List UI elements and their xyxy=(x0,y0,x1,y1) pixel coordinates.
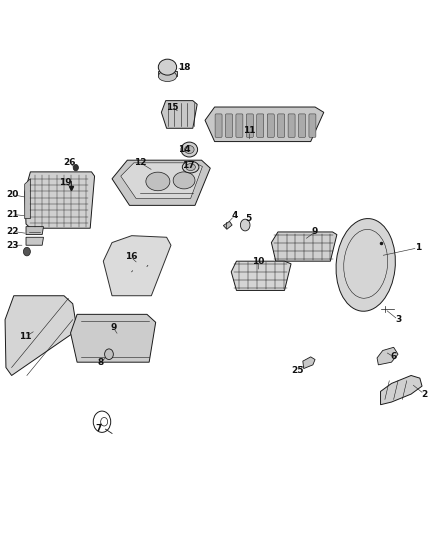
Ellipse shape xyxy=(173,172,195,189)
Text: 6: 6 xyxy=(391,352,397,361)
Text: 10: 10 xyxy=(252,257,265,265)
Text: 17: 17 xyxy=(182,161,195,170)
Circle shape xyxy=(73,165,78,171)
Polygon shape xyxy=(272,232,337,261)
Ellipse shape xyxy=(158,71,177,82)
Polygon shape xyxy=(26,227,43,235)
Text: 26: 26 xyxy=(64,158,76,167)
FancyBboxPatch shape xyxy=(226,114,233,138)
FancyBboxPatch shape xyxy=(278,114,285,138)
Text: 11: 11 xyxy=(19,332,32,341)
Text: 22: 22 xyxy=(7,227,19,236)
Text: 4: 4 xyxy=(231,212,237,221)
FancyBboxPatch shape xyxy=(299,114,305,138)
Ellipse shape xyxy=(181,142,198,157)
Text: 12: 12 xyxy=(134,158,147,167)
Ellipse shape xyxy=(158,59,177,75)
Polygon shape xyxy=(71,314,155,362)
Polygon shape xyxy=(25,179,30,219)
Polygon shape xyxy=(161,101,197,128)
Text: 18: 18 xyxy=(178,63,191,71)
FancyBboxPatch shape xyxy=(236,114,243,138)
Ellipse shape xyxy=(146,172,170,191)
Text: 14: 14 xyxy=(178,145,191,154)
Ellipse shape xyxy=(182,161,199,173)
FancyBboxPatch shape xyxy=(246,114,253,138)
FancyBboxPatch shape xyxy=(257,114,264,138)
Text: 2: 2 xyxy=(421,390,427,399)
Text: 9: 9 xyxy=(312,228,318,237)
Text: 7: 7 xyxy=(96,424,102,433)
Ellipse shape xyxy=(184,146,194,154)
Polygon shape xyxy=(112,160,210,205)
Ellipse shape xyxy=(186,164,195,171)
Polygon shape xyxy=(223,221,232,229)
Polygon shape xyxy=(381,375,422,405)
Text: 8: 8 xyxy=(98,358,104,367)
Ellipse shape xyxy=(336,219,396,311)
Polygon shape xyxy=(121,163,202,198)
Text: 1: 1 xyxy=(414,244,421,253)
Circle shape xyxy=(23,247,30,256)
FancyBboxPatch shape xyxy=(309,114,316,138)
Polygon shape xyxy=(5,296,77,375)
Polygon shape xyxy=(25,172,95,228)
Text: 19: 19 xyxy=(59,178,72,187)
FancyBboxPatch shape xyxy=(215,114,222,138)
Polygon shape xyxy=(303,357,315,368)
Polygon shape xyxy=(26,237,43,245)
Polygon shape xyxy=(103,236,171,296)
Text: 9: 9 xyxy=(110,323,117,332)
Circle shape xyxy=(105,349,113,360)
Text: 23: 23 xyxy=(7,241,19,250)
Text: 5: 5 xyxy=(246,214,252,223)
Polygon shape xyxy=(231,261,291,290)
Circle shape xyxy=(240,219,250,231)
FancyBboxPatch shape xyxy=(267,114,274,138)
Text: 11: 11 xyxy=(244,126,256,135)
Text: 3: 3 xyxy=(395,315,401,324)
Polygon shape xyxy=(377,348,398,365)
FancyBboxPatch shape xyxy=(288,114,295,138)
Polygon shape xyxy=(158,71,177,76)
Text: 20: 20 xyxy=(7,190,19,199)
Text: 16: 16 xyxy=(124,253,137,261)
Text: 25: 25 xyxy=(291,366,304,375)
Polygon shape xyxy=(205,107,324,142)
Text: 15: 15 xyxy=(166,102,178,111)
Text: 21: 21 xyxy=(7,210,19,219)
